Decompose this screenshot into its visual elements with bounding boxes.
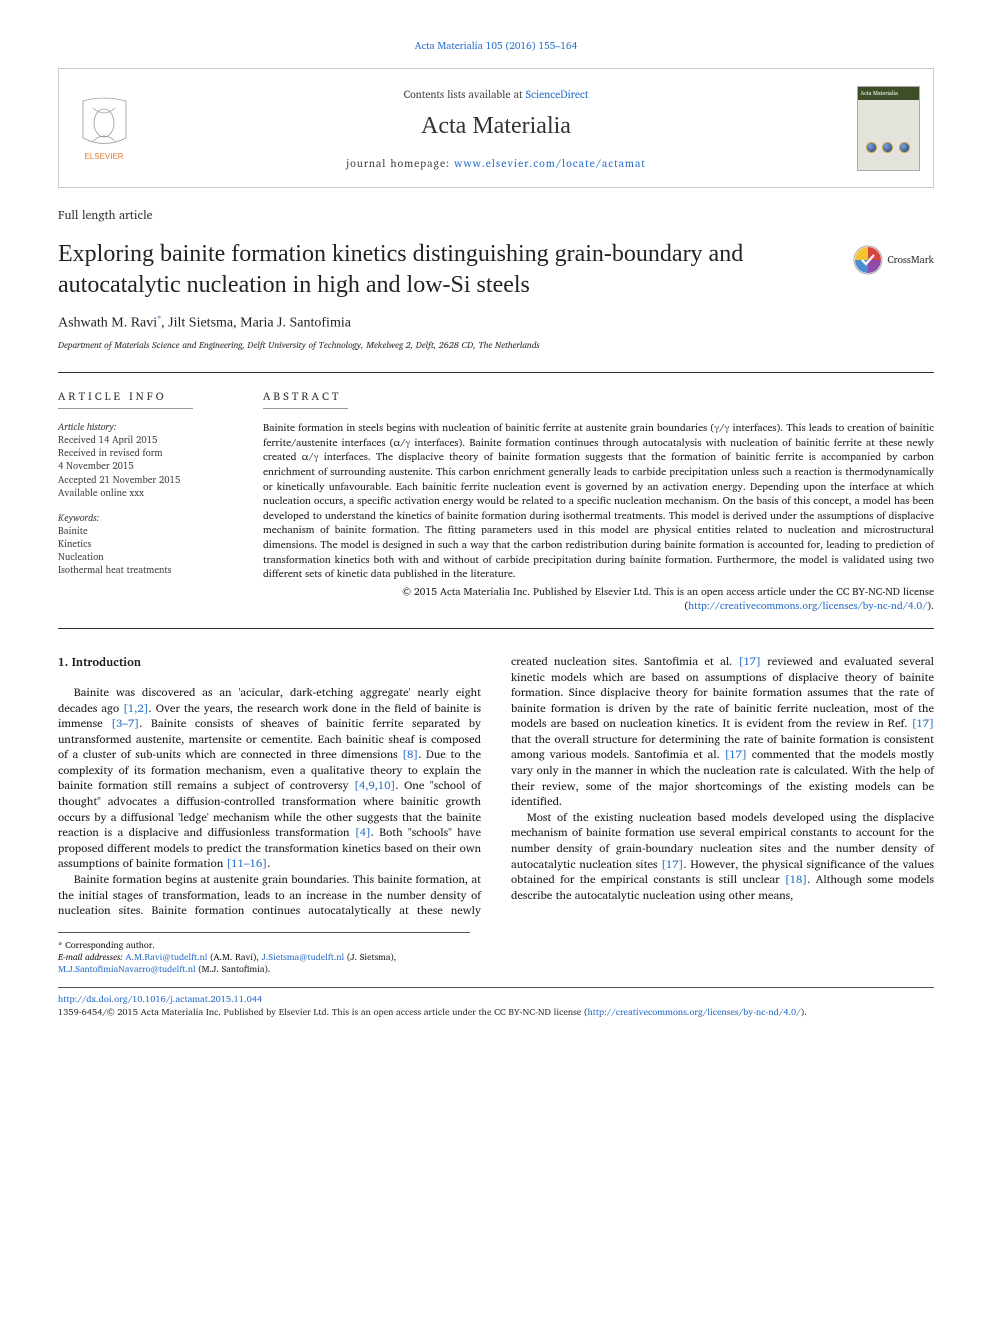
cite-link[interactable]: [17]	[661, 854, 683, 873]
crossmark-badge[interactable]: CrossMark	[853, 245, 934, 275]
cite-link[interactable]: [17]	[739, 651, 761, 670]
contents-line: Contents lists available at ScienceDirec…	[149, 85, 843, 103]
journal-listing-box: ELSEVIER Contents lists available at Sci…	[58, 68, 934, 188]
email-link[interactable]: J.Sietsma@tudelft.nl	[262, 949, 345, 964]
cite-link[interactable]: [18]	[785, 869, 807, 888]
article-info-head: ARTICLE INFO	[58, 387, 193, 409]
keywords: Keywords: Bainite Kinetics Nucleation Is…	[58, 512, 243, 578]
journal-name: Acta Materialia	[149, 113, 843, 140]
cite-link[interactable]: [4,9,10]	[354, 775, 395, 794]
cite-link[interactable]: [4]	[355, 822, 371, 841]
article-type: Full length article	[58, 206, 934, 225]
listing-center: Contents lists available at ScienceDirec…	[149, 85, 843, 172]
abstract-text: Bainite formation in steels begins with …	[263, 421, 934, 582]
page-footer: http://dx.doi.org/10.1016/j.actamat.2015…	[58, 994, 934, 1019]
journal-homepage: journal homepage: www.elsevier.com/locat…	[149, 154, 843, 172]
sciencedirect-link[interactable]: ScienceDirect	[526, 85, 589, 103]
cite-link[interactable]: [3–7]	[111, 713, 139, 732]
authors: Ashwath M. Ravi*, Jilt Sietsma, Maria J.…	[58, 314, 934, 332]
corresponding-mark: *	[157, 314, 161, 323]
cite-link[interactable]: [17]	[912, 713, 934, 732]
abstract-copyright: © 2015 Acta Materialia Inc. Published by…	[263, 585, 934, 614]
cite-link[interactable]: [8]	[402, 744, 418, 763]
body-para: Most of the existing nucleation based mo…	[511, 809, 934, 902]
section-heading-intro: 1. Introduction	[58, 653, 481, 672]
cc-license-link[interactable]: http://creativecommons.org/licenses/by-n…	[587, 1005, 800, 1020]
cite-link[interactable]: [17]	[725, 744, 747, 763]
email-link[interactable]: M.J.SantofimiaNavarro@tudelft.nl	[58, 961, 196, 976]
svg-text:ELSEVIER: ELSEVIER	[84, 152, 123, 161]
homepage-link[interactable]: www.elsevier.com/locate/actamat	[454, 154, 646, 172]
article-title: Exploring bainite formation kinetics dis…	[58, 239, 828, 300]
cc-license-link[interactable]: http://creativecommons.org/licenses/by-n…	[688, 597, 927, 614]
body-para: Bainite was discovered as an 'acicular, …	[58, 684, 481, 871]
journal-cover-thumb: Acta Materialia	[843, 86, 933, 171]
email-addresses: E-mail addresses: A.M.Ravi@tudelft.nl (A…	[58, 951, 470, 975]
footnotes: * Corresponding author. E-mail addresses…	[58, 932, 470, 975]
journal-reference: Acta Materialia 105 (2016) 155–164	[58, 38, 934, 54]
rights-line: 1359-6454/© 2015 Acta Materialia Inc. Pu…	[58, 1007, 934, 1019]
elsevier-logo: ELSEVIER	[59, 93, 149, 163]
article-history: Article history: Received 14 April 2015 …	[58, 421, 243, 500]
abstract-head: ABSTRACT	[263, 387, 348, 409]
affiliation: Department of Materials Science and Engi…	[58, 337, 934, 352]
